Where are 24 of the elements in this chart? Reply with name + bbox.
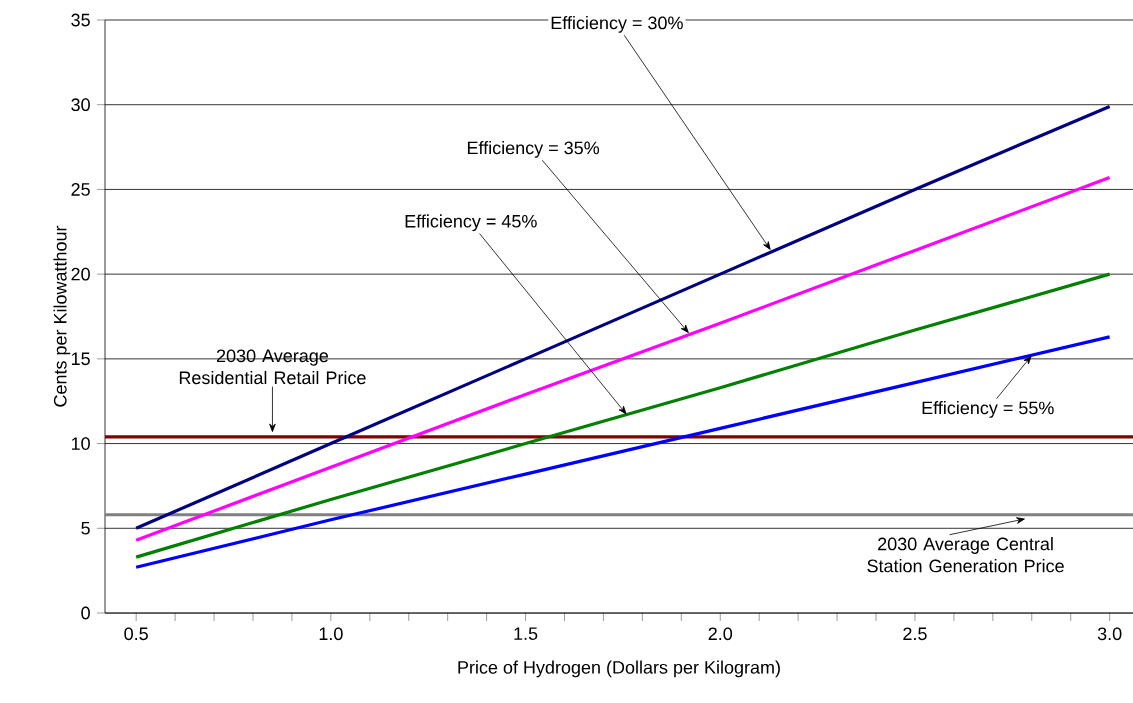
line-series	[134, 272, 1112, 559]
x-axis-title: Price of Hydrogen (Dollars per Kilogram)	[458, 660, 780, 678]
line-series	[134, 104, 1112, 530]
y-tick-label: 20	[71, 267, 90, 281]
y-tick-label: 0	[81, 606, 90, 620]
y-tick-label: 10	[71, 437, 90, 450]
ref-line-label: 2030 Average Central Station Generation Price	[867, 537, 1064, 573]
x-tick-label: 1.0	[319, 627, 343, 641]
y-tick-label: 5	[81, 522, 90, 535]
x-tick-label: 2.5	[903, 627, 927, 641]
y-tick-label: 30	[71, 98, 90, 112]
y-tick-label: 25	[71, 183, 90, 196]
x-tick-label: 2.0	[708, 627, 733, 641]
x-tick-label: 1.5	[514, 627, 538, 640]
annotation: Efficiency = 30%	[551, 16, 683, 33]
y-tick-label: 35	[71, 13, 90, 27]
annotation: Efficiency = 55%	[922, 401, 1054, 418]
x-tick-label: 0.5	[124, 627, 148, 641]
y-axis-title: Cents per Kilowatthour	[53, 225, 71, 407]
ref-line-label: 2030 Average Residential Retail Price	[179, 349, 366, 385]
annotation: Efficiency = 45%	[405, 214, 537, 232]
x-tick-label: 3.0	[1097, 627, 1122, 641]
y-tick-label: 15	[71, 352, 90, 366]
annotation: Efficiency = 35%	[467, 141, 600, 158]
